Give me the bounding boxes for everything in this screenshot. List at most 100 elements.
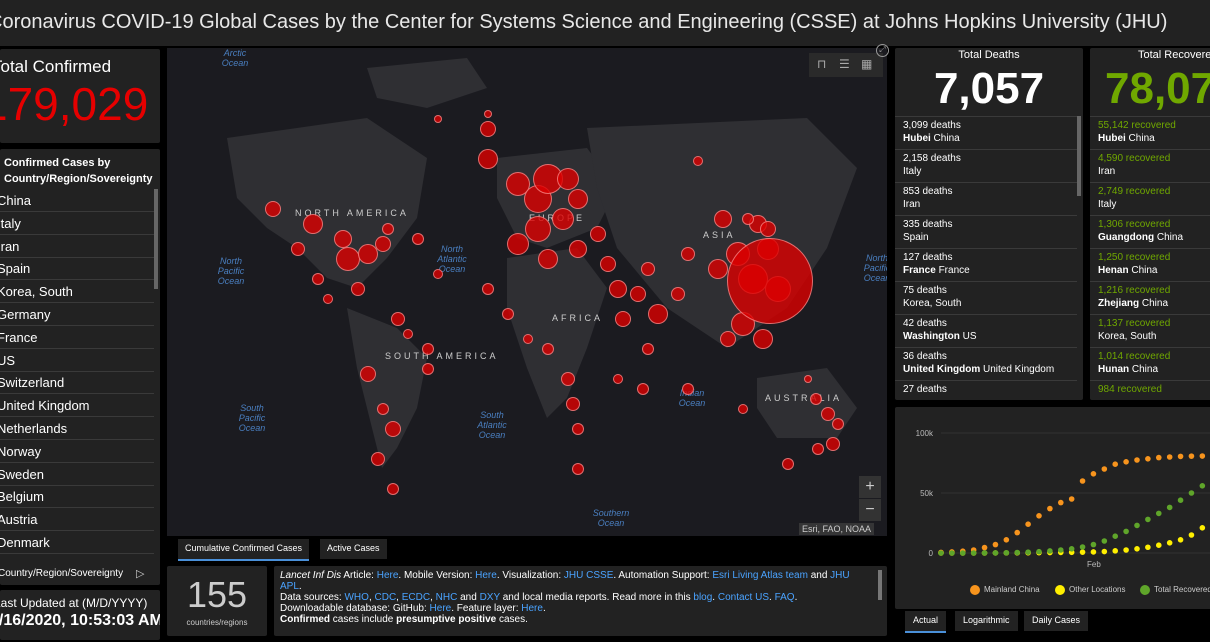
chart-point[interactable] (1057, 547, 1064, 553)
chart-point[interactable] (1188, 453, 1195, 459)
chart-point[interactable] (949, 550, 955, 556)
chart-point[interactable] (1079, 549, 1086, 555)
legend-item[interactable]: Mainland China (970, 585, 1040, 595)
case-marker[interactable] (351, 282, 365, 296)
country-list-item[interactable]: Italy (0, 212, 154, 235)
chart-point[interactable] (1047, 505, 1053, 512)
case-marker[interactable] (542, 343, 554, 355)
case-marker[interactable] (265, 201, 281, 217)
country-list-item[interactable]: Spain (0, 257, 154, 281)
chart-point[interactable] (1123, 459, 1129, 465)
case-marker[interactable] (387, 483, 399, 495)
chart-point[interactable] (1047, 548, 1053, 554)
feature-layer-link[interactable]: Here (521, 603, 543, 614)
chart-point[interactable] (1090, 471, 1097, 477)
case-marker[interactable] (391, 312, 405, 326)
case-marker[interactable] (630, 286, 646, 302)
chart-point[interactable] (1188, 490, 1195, 496)
tab-daily-cases[interactable]: Daily Cases (1024, 611, 1089, 631)
case-marker[interactable] (810, 393, 822, 405)
recovered-list-item[interactable]: 1,216 recovered Zhejiang China (1090, 281, 1210, 315)
case-marker[interactable] (561, 372, 575, 386)
chart-point[interactable] (1166, 540, 1173, 546)
expand-icon[interactable]: ⤢ (876, 44, 889, 57)
case-marker[interactable] (358, 244, 378, 264)
case-marker[interactable] (572, 423, 584, 435)
case-marker[interactable] (782, 458, 794, 470)
death-list-item[interactable]: 36 deaths United Kingdom United Kingdom (895, 347, 1077, 381)
chart-point[interactable] (1112, 548, 1119, 554)
country-list-item[interactable]: Korea, South (0, 280, 154, 304)
case-marker[interactable] (609, 280, 627, 298)
chart-point[interactable] (1036, 513, 1042, 519)
cdc-link[interactable]: CDC (374, 592, 397, 603)
case-marker[interactable] (434, 115, 442, 123)
death-list-item[interactable]: 3,099 deaths Hubei China (895, 116, 1077, 150)
chart-point[interactable] (1003, 549, 1010, 556)
case-marker[interactable] (569, 240, 587, 258)
tab-active-cases[interactable]: Active Cases (320, 539, 387, 559)
case-marker[interactable] (360, 366, 376, 382)
article-link[interactable]: Here (376, 570, 399, 581)
case-marker[interactable] (572, 463, 584, 475)
case-marker[interactable] (382, 223, 394, 235)
zoom-in-button[interactable]: + (859, 476, 881, 498)
chart-point[interactable] (1134, 457, 1140, 463)
tab-cumulative-confirmed[interactable]: Cumulative Confirmed Cases (178, 539, 310, 561)
chart-point[interactable] (1068, 546, 1075, 552)
case-marker[interactable] (642, 343, 654, 355)
legend-item[interactable]: Other Locations (1055, 585, 1125, 595)
case-marker[interactable] (648, 304, 668, 324)
blog-link[interactable]: blog (693, 592, 713, 603)
case-marker[interactable] (291, 242, 305, 256)
case-marker[interactable] (641, 262, 655, 276)
case-marker[interactable] (760, 221, 776, 237)
country-list-item[interactable]: United Kingdom (0, 394, 154, 418)
chart-point[interactable] (1177, 497, 1184, 503)
world-map[interactable]: Arctic Ocean North Pacific Ocean North Atl… (167, 48, 887, 536)
chart-point[interactable] (1014, 529, 1021, 536)
death-list-item[interactable]: 335 deaths Spain (895, 215, 1077, 249)
case-marker[interactable] (507, 233, 529, 255)
zoom-out-button[interactable]: − (859, 499, 881, 521)
chart-point[interactable] (1188, 532, 1195, 538)
chart-point[interactable] (1101, 548, 1108, 555)
case-marker[interactable] (303, 214, 323, 234)
case-marker[interactable] (403, 329, 413, 339)
case-marker[interactable] (681, 247, 695, 261)
chart-point[interactable] (1068, 496, 1075, 502)
case-marker[interactable] (412, 233, 424, 245)
chart-point[interactable] (1003, 537, 1010, 543)
chart-point[interactable] (1101, 466, 1108, 472)
case-marker[interactable] (637, 383, 649, 395)
chart-point[interactable] (1112, 533, 1119, 539)
case-marker[interactable] (552, 208, 574, 230)
chart-point[interactable] (1199, 453, 1206, 459)
case-marker[interactable] (742, 213, 754, 225)
country-list-item[interactable]: Germany (0, 303, 154, 326)
chart-point[interactable] (981, 550, 988, 556)
chart-point[interactable] (1199, 525, 1206, 531)
case-marker[interactable] (566, 397, 580, 411)
case-marker[interactable] (523, 334, 533, 344)
recovered-list-item[interactable]: 1,250 recovered Henan China (1090, 248, 1210, 282)
chart-point[interactable] (1145, 516, 1151, 523)
ecdc-link[interactable]: ECDC (401, 592, 431, 603)
death-list-item[interactable]: 42 deaths Washington US (895, 314, 1077, 348)
case-marker[interactable] (832, 418, 844, 430)
jhu-apl-link[interactable]: JHU APL (280, 570, 850, 592)
case-marker[interactable] (720, 331, 736, 347)
chart-point[interactable] (1145, 456, 1151, 462)
deaths-scrollbar[interactable] (1077, 116, 1081, 196)
case-marker[interactable] (506, 172, 530, 196)
case-marker[interactable] (821, 407, 835, 421)
chart-point[interactable] (1155, 454, 1162, 461)
list-icon[interactable]: ☰ (839, 57, 850, 71)
esri-link[interactable]: Esri Living Atlas team (712, 570, 808, 581)
case-marker[interactable] (375, 236, 391, 252)
mobile-link[interactable]: Here (475, 570, 497, 581)
info-scrollbar[interactable] (878, 570, 882, 600)
nhc-link[interactable]: NHC (435, 592, 458, 603)
case-marker[interactable] (671, 287, 685, 301)
chart-point[interactable] (1199, 483, 1206, 489)
